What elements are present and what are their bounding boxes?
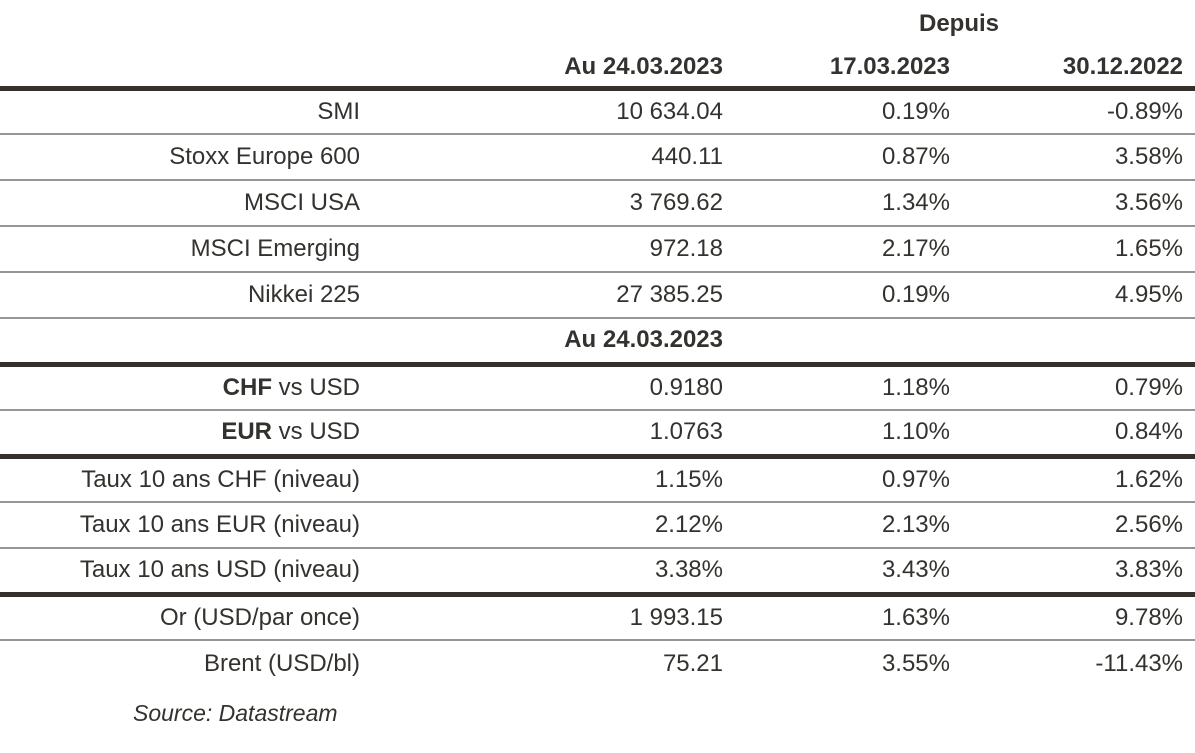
row-label: Nikkei 225: [247, 281, 360, 308]
row-label-cell: Taux 10 ans USD (niveau): [0, 548, 365, 597]
row-label: vs USD: [271, 373, 360, 401]
row-value-cell: 75.21: [662, 649, 723, 677]
row-since-year-cell: 3.58%: [950, 134, 1195, 181]
column-header-since-year: 30.12.2022: [950, 48, 1195, 91]
row-label: MSCI USA: [243, 189, 360, 216]
header-label-spacer: [0, 48, 365, 91]
row-label-cell: Taux 10 ans EUR (niveau): [0, 502, 365, 549]
row-since-year-cell: 3.83%: [950, 548, 1195, 597]
row-value-cell: 440.11: [365, 134, 723, 181]
row-since-year-cell: 4.95%: [950, 272, 1195, 319]
mid-header-spacer: [0, 318, 365, 367]
mid-header-spacer: [950, 318, 1195, 367]
table-row: MSCI Emerging 972.18 2.17% 1.65%: [0, 226, 1195, 273]
row-since-year-cell: 3.56%: [950, 180, 1195, 227]
row-since-year-cell: 1.62%: [950, 456, 1195, 503]
row-value-cell: 27 385.25: [365, 272, 723, 319]
table-row: Stoxx Europe 600 440.11 0.87% 3.58%: [0, 134, 1195, 181]
row-value-cell: 2.12%: [365, 502, 723, 549]
row-label-cell: SMI: [0, 88, 365, 135]
market-indicators-table: Depuis Au 24.03.2023 17.03.2023 30.12.20…: [0, 0, 1195, 686]
row-value-cell: 1 993.15: [365, 594, 723, 641]
row-since-year-cell: 0.84%: [950, 410, 1195, 459]
row-label-bold: CHF: [222, 373, 272, 401]
table-row: MSCI USA 3 769.62 1.34% 3.56%: [0, 180, 1195, 227]
row-since-week-cell: 2.13%: [723, 502, 950, 549]
row-since-year-cell: -0.89%: [950, 88, 1195, 135]
row-label-cell: MSCI Emerging: [0, 226, 365, 273]
column-header-value-date: Au 24.03.2023: [365, 48, 723, 91]
row-value-cell: 3.38%: [365, 548, 723, 597]
header-group-row: Depuis: [0, 0, 1195, 48]
depuis-group-header: Depuis: [919, 10, 1000, 37]
row-since-week-cell: 3.55%: [881, 649, 950, 677]
row-since-year-cell: 0.79%: [950, 364, 1195, 411]
row-value-cell: 0.9180: [365, 364, 723, 411]
row-label-cell: Nikkei 225: [0, 272, 365, 319]
row-value-cell: 3 769.62: [365, 180, 723, 227]
row-label-cell: CHF vs USD: [0, 364, 365, 411]
mid-section-header-row: Au 24.03.2023: [0, 318, 1195, 367]
row-label-cell: MSCI USA: [0, 180, 365, 227]
row-value-cell: 10 634.04: [365, 88, 723, 135]
row-since-week-cell: 1.18%: [723, 364, 950, 411]
row-since-year-cell: 9.78%: [950, 594, 1195, 641]
row-label-cell: Brent (USD/bl): [0, 640, 365, 686]
source-note: Source: Datastream: [133, 700, 338, 726]
table-row: Brent (USD/bl) 75.21 3.55% -11.43%: [0, 640, 1195, 686]
row-since-week-cell: 1.10%: [723, 410, 950, 459]
mid-header-spacer: [723, 318, 950, 367]
header-spacer: [0, 0, 723, 48]
row-label: SMI: [317, 97, 360, 125]
header-columns-row: Au 24.03.2023 17.03.2023 30.12.2022: [0, 48, 1195, 91]
table-row: Nikkei 225 27 385.25 0.19% 4.95%: [0, 272, 1195, 319]
row-label: Taux 10 ans USD (niveau): [79, 556, 360, 584]
table-row: CHF vs USD 0.9180 1.18% 0.79%: [0, 364, 1195, 411]
row-label: Taux 10 ans EUR (niveau): [79, 511, 360, 538]
column-header-since-week: 17.03.2023: [723, 48, 950, 91]
row-since-year-cell: 2.56%: [950, 502, 1195, 549]
row-label: Or (USD/par once): [159, 603, 360, 631]
table-row: EUR vs USD 1.0763 1.10% 0.84%: [0, 410, 1195, 459]
row-label-cell: Stoxx Europe 600: [0, 134, 365, 181]
row-label: Stoxx Europe 600: [169, 143, 360, 170]
row-since-year-cell: 1.65%: [950, 226, 1195, 273]
row-value-cell: 1.0763: [365, 410, 723, 459]
row-since-week-cell: 2.17%: [723, 226, 950, 273]
row-label: vs USD: [271, 418, 360, 446]
row-value-cell: 972.18: [365, 226, 723, 273]
row-since-week-cell: 0.19%: [723, 88, 950, 135]
row-label-cell: EUR vs USD: [0, 410, 365, 459]
table-row: Taux 10 ans USD (niveau) 3.38% 3.43% 3.8…: [0, 548, 1195, 597]
table-body: SMI 10 634.04 0.19% -0.89% Stoxx Europe …: [0, 88, 1195, 686]
table-row: Taux 10 ans CHF (niveau) 1.15% 0.97% 1.6…: [0, 456, 1195, 503]
row-value-cell: 1.15%: [365, 456, 723, 503]
row-label: Taux 10 ans CHF (niveau): [81, 465, 360, 493]
row-since-week-cell: 1.63%: [723, 594, 950, 641]
row-since-week-cell: 0.19%: [723, 272, 950, 319]
table-header: Depuis Au 24.03.2023 17.03.2023 30.12.20…: [0, 0, 1195, 91]
row-since-week-cell: 0.87%: [723, 134, 950, 181]
row-since-year-cell: -11.43%: [1095, 649, 1184, 677]
row-since-week-cell: 3.43%: [723, 548, 950, 597]
mid-section-header: Au 24.03.2023: [365, 318, 723, 367]
row-since-week-cell: 0.97%: [723, 456, 950, 503]
row-label-cell: Taux 10 ans CHF (niveau): [0, 456, 365, 503]
row-since-week-cell: 1.34%: [723, 180, 950, 227]
row-label-bold: EUR: [221, 418, 272, 446]
table-row: SMI 10 634.04 0.19% -0.89%: [0, 88, 1195, 135]
table-row: Or (USD/par once) 1 993.15 1.63% 9.78%: [0, 594, 1195, 641]
row-label: Brent (USD/bl): [203, 649, 360, 677]
row-label-cell: Or (USD/par once): [0, 594, 365, 641]
table-row: Taux 10 ans EUR (niveau) 2.12% 2.13% 2.5…: [0, 502, 1195, 549]
row-label: MSCI Emerging: [190, 235, 360, 262]
